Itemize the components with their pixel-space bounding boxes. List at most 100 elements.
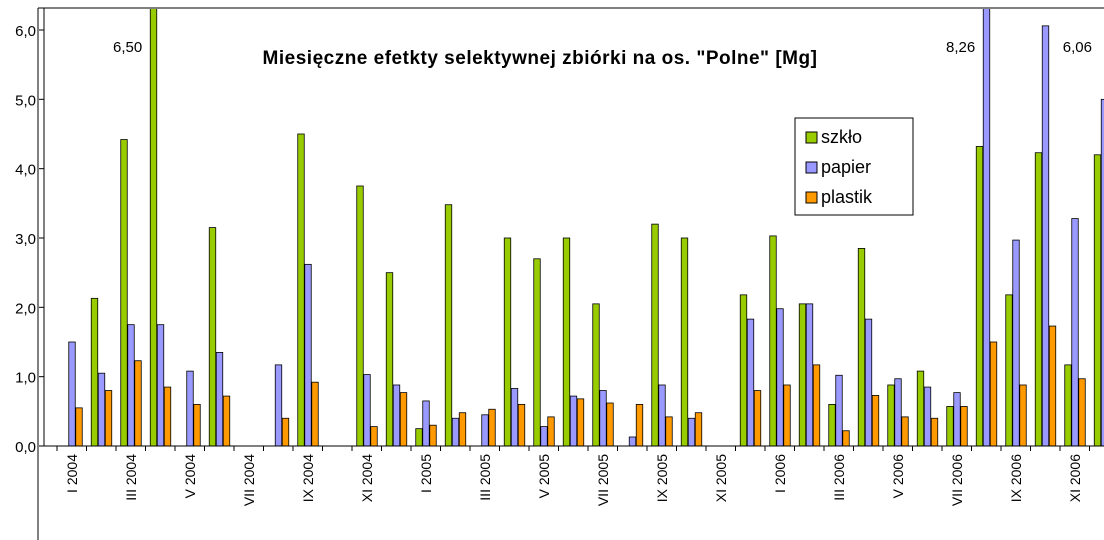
bar	[385, 272, 394, 446]
bar	[193, 403, 201, 446]
bar	[1005, 294, 1013, 446]
bar	[149, 9, 158, 446]
bar	[746, 318, 755, 446]
x-tick-label: I 2005	[418, 454, 434, 493]
bar	[651, 223, 659, 446]
bar	[90, 297, 99, 446]
bar	[576, 398, 585, 446]
x-tick-label: IX 2006	[1008, 454, 1024, 502]
x-tick-label: V 2005	[536, 454, 552, 499]
bar	[120, 139, 128, 446]
bar	[488, 408, 496, 446]
value-label: 8,26	[946, 39, 975, 56]
bar	[281, 417, 290, 446]
bar	[503, 237, 512, 446]
bar	[222, 395, 231, 446]
bar	[134, 360, 142, 446]
bar	[370, 426, 378, 446]
legend-label: szkło	[821, 127, 862, 147]
plot-area	[68, 9, 1104, 446]
bar	[1071, 218, 1079, 446]
bar	[894, 378, 902, 446]
bar	[363, 374, 371, 446]
bar	[694, 412, 703, 446]
bar	[960, 406, 968, 446]
bar	[798, 303, 807, 446]
bar	[687, 417, 696, 446]
bar	[635, 403, 644, 446]
bar	[186, 370, 194, 446]
bar	[392, 384, 401, 446]
bar	[776, 308, 784, 446]
y-tick-label: 5,0	[15, 92, 36, 109]
x-tick-label: XI 2004	[359, 454, 375, 502]
bar	[97, 372, 106, 446]
y-tick-label: 4,0	[15, 162, 36, 179]
bar	[871, 394, 880, 446]
bar	[547, 416, 555, 446]
bar	[562, 237, 571, 446]
y-tick-label: 0,0	[15, 439, 36, 456]
bar	[916, 370, 925, 446]
bar	[680, 237, 689, 446]
bar	[923, 386, 932, 446]
bar	[68, 341, 76, 446]
x-tick-label: I 2004	[64, 454, 80, 493]
x-tick-label: I 2006	[772, 454, 788, 493]
value-label: 6,06	[1063, 39, 1092, 56]
legend-swatch	[805, 131, 818, 144]
bar	[399, 392, 408, 446]
bar	[1012, 239, 1020, 446]
bar	[422, 400, 430, 446]
x-tick-label: IX 2005	[654, 454, 670, 502]
x-tick-label: III 2006	[831, 454, 847, 501]
bar	[835, 374, 843, 446]
chart-title: Miesięczne efetkty selektywnej zbiórki n…	[263, 48, 818, 69]
bar	[274, 364, 283, 446]
bar	[953, 392, 961, 446]
x-tick-label: IX 2004	[300, 454, 316, 502]
bar	[311, 381, 319, 446]
bar	[533, 258, 541, 446]
value-label: 6,50	[113, 39, 142, 56]
bar	[982, 9, 991, 446]
bar	[1078, 378, 1086, 446]
bar	[930, 417, 939, 446]
bar	[1019, 384, 1027, 446]
x-tick-label: V 2006	[890, 454, 906, 499]
x-tick-label: VII 2006	[949, 454, 965, 506]
legend-items: szkło papier plastik	[805, 127, 873, 207]
bar	[104, 390, 113, 446]
bar	[1093, 154, 1102, 446]
bar	[783, 384, 791, 446]
x-tick-label: XI 2006	[1067, 454, 1083, 502]
bar	[658, 384, 666, 446]
bar	[356, 185, 364, 446]
x-tick-label: VII 2005	[595, 454, 611, 506]
bar	[769, 235, 777, 446]
bar	[75, 407, 83, 446]
bar	[739, 294, 748, 446]
bar	[1034, 152, 1043, 446]
bar	[429, 424, 437, 446]
bar	[887, 384, 895, 446]
bar	[753, 390, 762, 446]
bar	[208, 227, 217, 446]
legend-swatch	[805, 191, 818, 204]
bar	[592, 303, 600, 446]
x-tick-label: V 2004	[182, 454, 198, 499]
bar	[599, 390, 607, 446]
bar	[451, 417, 460, 446]
x-tick-label: XI 2005	[713, 454, 729, 502]
bar	[1041, 25, 1050, 446]
bar	[481, 414, 489, 446]
bar	[304, 263, 312, 446]
bar	[415, 428, 423, 446]
bar	[665, 416, 673, 446]
bar	[1064, 364, 1072, 446]
bar	[1048, 325, 1057, 446]
bar	[1100, 98, 1104, 446]
bar	[297, 133, 305, 446]
